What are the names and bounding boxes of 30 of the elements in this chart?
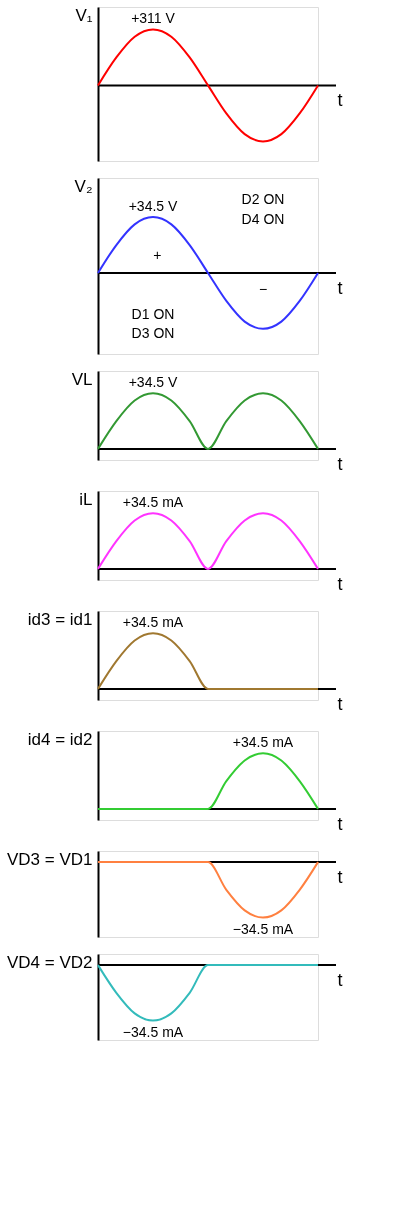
x-axis-title: t bbox=[337, 277, 343, 298]
y-axis-title: VD3 = VD1 bbox=[6, 849, 93, 869]
annotation: − bbox=[258, 280, 268, 297]
annotation: +34.5 V bbox=[128, 374, 178, 391]
x-axis-title: t bbox=[337, 867, 343, 888]
y-axis-title: id3 = id1 bbox=[27, 609, 93, 629]
annotation: D3 ON bbox=[131, 325, 175, 342]
x-axis-title: t bbox=[337, 573, 343, 594]
y-axis-title: VL bbox=[71, 369, 93, 389]
y-axis-title: id4 = id2 bbox=[27, 729, 93, 749]
annotation: −34.5 mA bbox=[232, 920, 294, 937]
x-axis-title: t bbox=[337, 693, 343, 714]
y-axis-title: V₂ bbox=[74, 176, 93, 196]
annotation: D1 ON bbox=[131, 305, 175, 322]
y-axis-title: iL bbox=[79, 489, 93, 509]
annotation: +34.5 mA bbox=[122, 494, 184, 511]
annotation: +311 V bbox=[131, 10, 176, 27]
x-axis-title: t bbox=[337, 970, 343, 991]
annotation: + bbox=[153, 247, 162, 264]
x-axis-title: t bbox=[337, 813, 343, 834]
x-axis-title: t bbox=[337, 90, 343, 111]
annotation: D4 ON bbox=[241, 210, 285, 227]
x-axis-title: t bbox=[337, 453, 343, 474]
y-axis-title: VD4 = VD2 bbox=[6, 952, 93, 972]
text: D2 ON bbox=[241, 191, 285, 208]
annotation: +34.5 V bbox=[128, 198, 178, 215]
y-axis-title: V₁ bbox=[75, 5, 93, 25]
annotation: −34.5 mA bbox=[122, 1023, 184, 1040]
annotation: +34.5 mA bbox=[232, 734, 294, 751]
annotation: +34.5 mA bbox=[122, 614, 184, 631]
